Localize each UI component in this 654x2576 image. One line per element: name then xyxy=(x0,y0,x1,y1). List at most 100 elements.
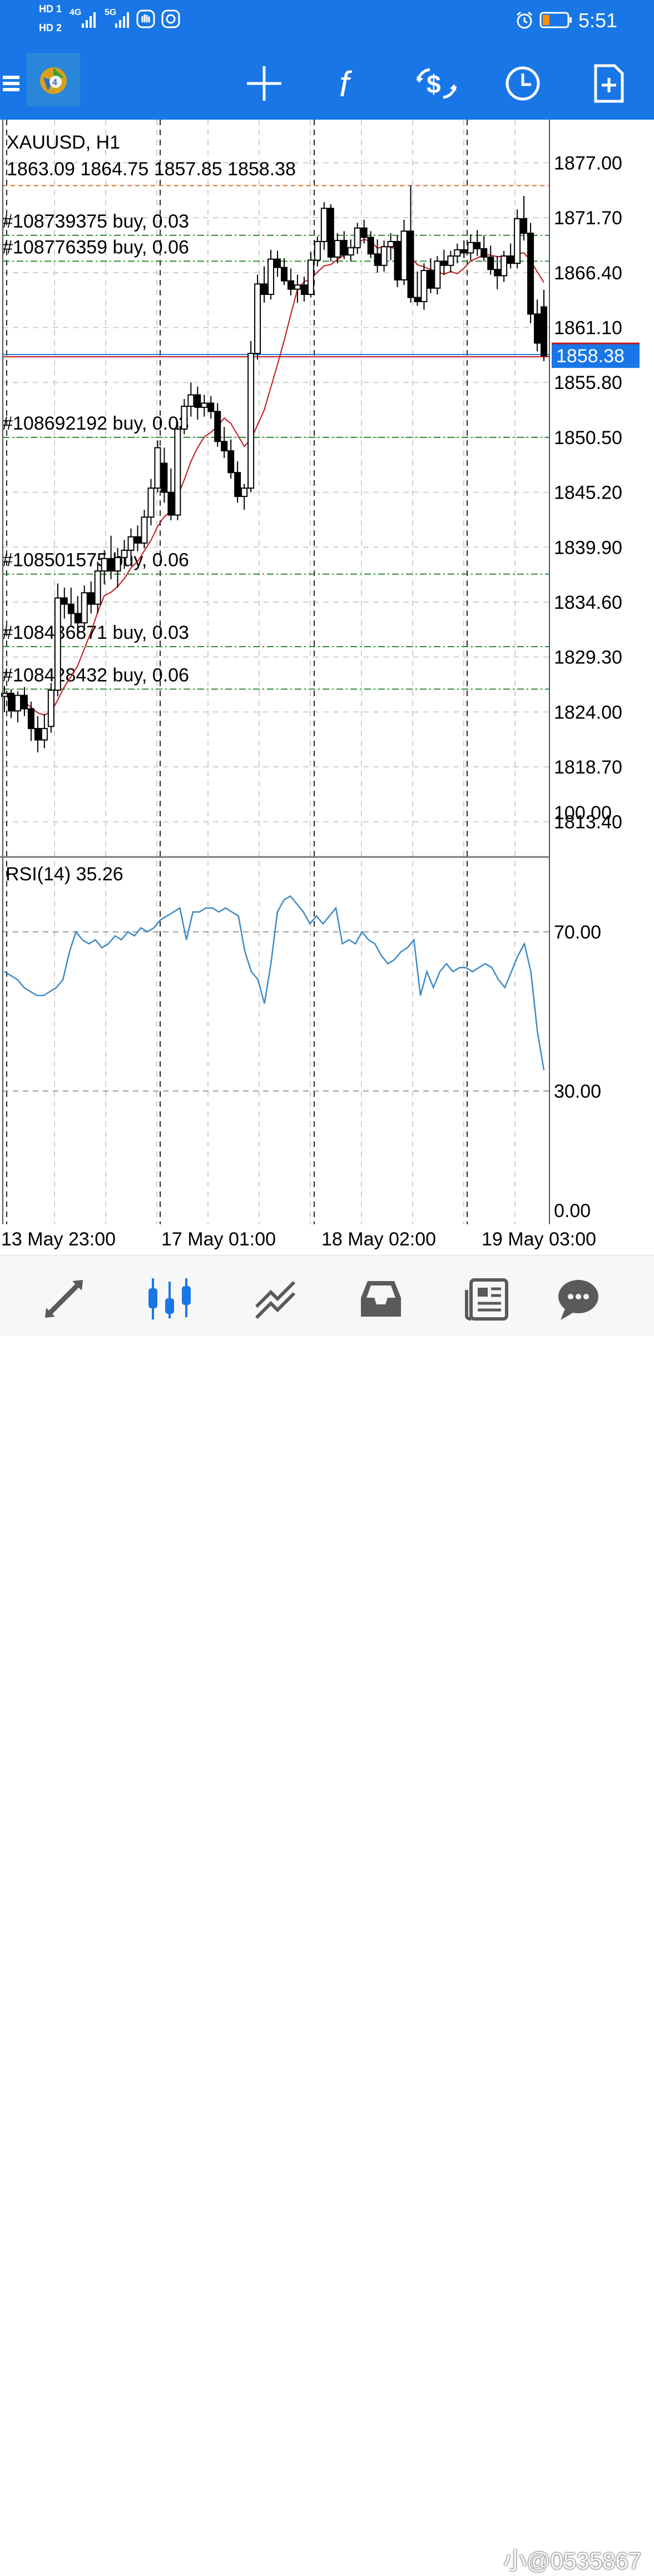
candle-body xyxy=(47,689,54,727)
candle-body xyxy=(501,255,508,277)
price-axis-label: 1845.20 xyxy=(554,482,622,504)
candle-body xyxy=(154,447,161,489)
crosshair-icon xyxy=(247,66,281,101)
order-label: #108436871 buy, 0.03 xyxy=(2,622,189,643)
candle-body xyxy=(241,487,248,498)
candle-body xyxy=(234,472,241,498)
candle-body xyxy=(521,218,528,234)
timeframe-button[interactable] xyxy=(498,58,548,109)
price-axis-label: 1813.40 xyxy=(554,812,622,833)
candle-body xyxy=(467,242,474,254)
menu-icon xyxy=(3,76,19,91)
nav-news[interactable] xyxy=(459,1271,514,1327)
candle-body xyxy=(541,306,547,357)
time-axis-label: 13 May 23:00 xyxy=(1,1229,116,1250)
candle-body xyxy=(254,283,261,354)
candle-body xyxy=(121,549,128,558)
menu-button[interactable] xyxy=(0,58,22,109)
clock-time: 5:51 xyxy=(578,9,618,32)
candle-body xyxy=(407,230,414,298)
price-axis-label: 1834.60 xyxy=(554,592,622,613)
candle-body xyxy=(287,280,294,290)
candle-body xyxy=(414,297,421,302)
candle-body xyxy=(207,402,215,412)
order-label: #108776359 buy, 0.06 xyxy=(2,237,189,258)
candle-body xyxy=(134,536,141,544)
metatrader-logo-icon: 4 xyxy=(40,67,67,94)
nav-history[interactable] xyxy=(353,1271,409,1327)
crosshair-button[interactable] xyxy=(239,58,289,109)
candle-body xyxy=(434,260,441,289)
new-document-icon xyxy=(594,64,624,103)
news-icon xyxy=(465,1278,508,1321)
candle-body xyxy=(227,450,235,474)
order-label: #108692192 buy, 0.03 xyxy=(2,413,189,434)
candle-body xyxy=(194,394,201,408)
candle-body xyxy=(440,260,448,266)
candle-body xyxy=(21,695,28,710)
nav-quotes[interactable] xyxy=(36,1271,92,1327)
candle-body xyxy=(487,256,494,270)
candle-body xyxy=(314,240,321,261)
price-axis-label: 1861.10 xyxy=(554,318,622,339)
current-price-label: 1858.38 xyxy=(556,346,625,367)
candle-body xyxy=(374,253,381,266)
trade-button[interactable]: $ xyxy=(412,58,462,109)
candle-body xyxy=(87,592,95,605)
metatrader-logo: 4 xyxy=(27,53,80,106)
rsi-axis-label: 0.00 xyxy=(554,1200,591,1221)
new-order-button[interactable] xyxy=(584,58,634,109)
indicators-button[interactable]: f xyxy=(325,58,375,109)
candle-body xyxy=(320,208,328,242)
nav-chart[interactable] xyxy=(142,1271,197,1327)
nav-messages[interactable] xyxy=(551,1271,606,1327)
clock-icon xyxy=(506,66,540,101)
price-axis-label: 1855.80 xyxy=(554,372,622,393)
candle-body xyxy=(101,558,108,572)
candle-body xyxy=(14,695,21,712)
candle-body xyxy=(427,270,434,289)
messages-icon xyxy=(558,1280,598,1320)
network-5g-label: 5G xyxy=(105,8,117,17)
candle-body xyxy=(1,692,8,697)
candle-body xyxy=(94,570,101,605)
candle-body xyxy=(107,558,115,572)
function-icon: f xyxy=(339,64,353,103)
candle-body xyxy=(27,708,34,730)
hand-app-icon xyxy=(136,9,155,28)
order-label: #108501575 buy, 0.06 xyxy=(2,550,189,571)
rsi-axis-label: 70.00 xyxy=(554,922,601,943)
current-price-tag xyxy=(552,343,640,368)
price-axis-label: 1871.70 xyxy=(554,208,622,229)
price-chart[interactable]: #108739375 buy, 0.03 #108776359 buy, 0.06… xyxy=(0,120,654,1255)
candle-body xyxy=(327,208,334,258)
toolbar: 4 f $ xyxy=(0,42,654,120)
candle-body xyxy=(460,249,468,254)
history-icon xyxy=(361,1281,401,1317)
candle-body xyxy=(347,247,354,256)
candle-body xyxy=(114,556,121,572)
battery-icon xyxy=(539,12,572,28)
order-label: #108739375 buy, 0.03 xyxy=(2,211,189,232)
candle-body xyxy=(67,603,75,614)
candle-body xyxy=(534,313,541,344)
candle-body xyxy=(354,227,361,249)
candle-body xyxy=(380,246,388,266)
moving-average-line xyxy=(4,239,544,716)
rsi-label: RSI(14) 35.26 xyxy=(6,864,123,885)
candle-body xyxy=(360,227,368,238)
hd1-indicator: HD 1 xyxy=(39,3,62,14)
svg-text:4: 4 xyxy=(52,78,57,87)
chart-area[interactable]: #108739375 buy, 0.03 #108776359 buy, 0.06… xyxy=(0,120,654,1255)
candle-body xyxy=(187,394,195,407)
candle-body xyxy=(267,258,275,295)
price-axis-label: 1824.00 xyxy=(554,702,622,723)
nav-trade[interactable] xyxy=(247,1271,303,1327)
candle-body xyxy=(181,406,188,430)
candle-body xyxy=(420,270,428,302)
hd2-indicator: HD 2 xyxy=(39,22,62,33)
candle-body xyxy=(454,249,461,257)
rsi-axis-label: 100.00 xyxy=(554,802,612,824)
price-axis-label: 1829.30 xyxy=(554,647,622,668)
trade-icon xyxy=(255,1280,296,1319)
